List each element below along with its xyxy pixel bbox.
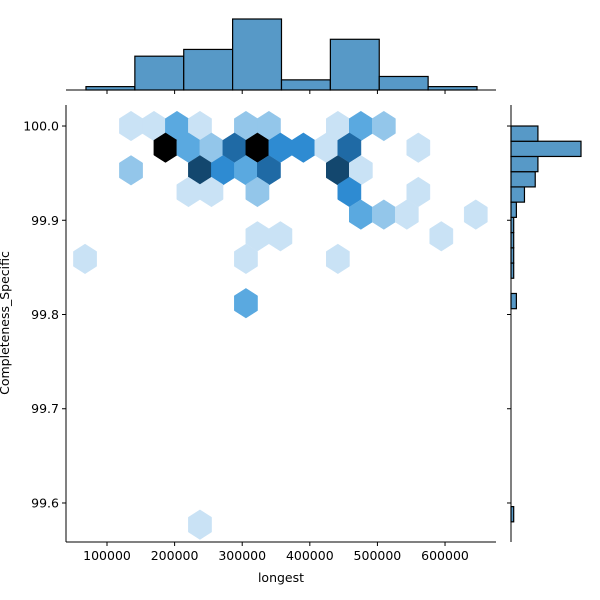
x-axis-label: longest: [258, 570, 304, 585]
x-histogram-bar: [280, 79, 331, 91]
x-histogram-bar: [378, 75, 429, 91]
hexbin-cell: [73, 243, 97, 274]
hexbin-cell: [199, 176, 224, 208]
y-histogram-bar: [510, 125, 539, 142]
hexbin-cell: [119, 155, 143, 186]
hexbin-cell: [337, 132, 362, 163]
y-tick-label: 99.6: [31, 495, 59, 510]
x-histogram-bar: [427, 86, 478, 91]
x-histogram-bar: [134, 55, 185, 91]
y-histogram-bar: [510, 155, 539, 173]
hexbin-cell: [371, 110, 396, 142]
x-histogram-bar: [183, 48, 234, 91]
hexbin-cell: [188, 509, 212, 540]
y-histogram-bar: [510, 171, 536, 188]
x-tick-label: 500000: [354, 548, 402, 563]
hexbin-cell: [291, 132, 316, 163]
y-tick-label: 99.8: [31, 307, 59, 322]
axes: 100000 200000 300000 400000 500000 600000 99.6…: [23, 105, 496, 563]
x-histogram-bar: [85, 86, 136, 91]
y-tick-label: 100.0: [23, 119, 59, 134]
hexbin-layer: [73, 110, 488, 540]
hexbin-cell: [371, 199, 396, 230]
hexbin-cell: [234, 288, 258, 319]
x-marginal-histogram: [66, 18, 496, 94]
hexbin-cell: [245, 176, 270, 208]
y-histogram-bar: [510, 140, 582, 158]
x-tick-label: 300000: [218, 548, 266, 563]
x-tick-label: 100000: [83, 548, 131, 563]
y-marginal-histogram: [507, 105, 582, 542]
y-histogram-bar: [510, 292, 517, 310]
y-histogram-bar: [510, 201, 517, 218]
hexbin-cell: [326, 243, 350, 274]
y-tick-label: 99.7: [31, 401, 59, 416]
x-histogram-bar: [329, 38, 380, 91]
x-tick-label: 600000: [421, 548, 469, 563]
x-histogram-bar: [232, 18, 283, 91]
hexbin-cell: [337, 176, 362, 208]
hexbin-cell: [234, 243, 258, 274]
hexbin-cell: [268, 221, 293, 252]
hexbin-cell: [406, 176, 431, 208]
hexbin-cell: [119, 110, 143, 142]
hexbin-cell: [406, 132, 431, 163]
x-tick-label: 200000: [151, 548, 199, 563]
hexbin-cell: [463, 199, 488, 230]
y-axis-label: Completeness_Specific: [0, 251, 12, 395]
hexbin-cell: [394, 199, 419, 230]
x-tick-label: 400000: [286, 548, 334, 563]
y-histogram-bar: [510, 186, 526, 203]
hexbin-cell: [429, 221, 454, 252]
y-tick-label: 99.9: [31, 213, 59, 228]
